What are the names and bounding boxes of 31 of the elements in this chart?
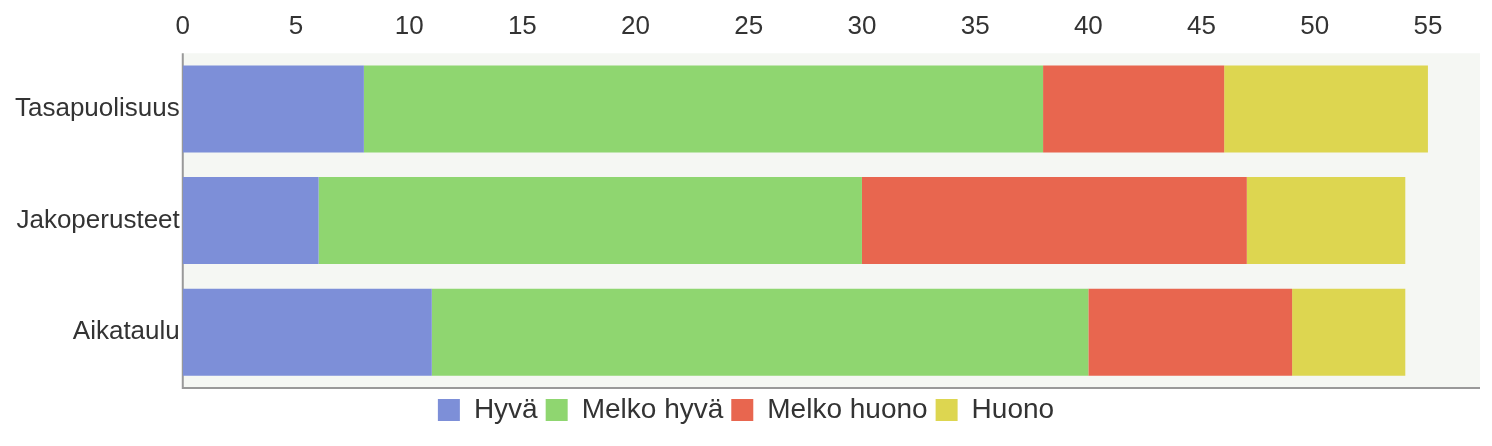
bar xyxy=(1224,65,1428,153)
x-tick-label: 55 xyxy=(1413,9,1443,40)
bar xyxy=(1043,65,1225,153)
bar xyxy=(363,65,1044,153)
x-tick-label: 40 xyxy=(1073,9,1103,40)
x-tick-label: 5 xyxy=(288,9,304,40)
x-tick-label: 50 xyxy=(1300,9,1330,40)
bar xyxy=(861,177,1247,265)
y-tick-label: Jakoperusteet xyxy=(16,203,181,234)
x-tick-label: 35 xyxy=(960,9,990,40)
x-tick-label: 20 xyxy=(621,9,651,40)
x-tick-label: 45 xyxy=(1187,9,1216,40)
legend-label: Melko huono xyxy=(767,392,928,424)
x-tick-label: 10 xyxy=(394,9,424,40)
y-tick-label: Tasapuolisuus xyxy=(14,92,180,123)
legend-label: Melko hyvä xyxy=(581,392,724,424)
bar xyxy=(1088,288,1293,376)
legend-label: Hyvä xyxy=(473,392,539,424)
bar xyxy=(182,288,432,376)
x-tick-label: 0 xyxy=(175,9,191,40)
bar xyxy=(431,288,1089,376)
legend-label: Huono xyxy=(971,392,1055,424)
x-tick-label: 25 xyxy=(734,9,764,40)
bar xyxy=(182,177,319,265)
x-tick-label: 30 xyxy=(847,9,877,40)
y-tick-label: Aikataulu xyxy=(72,315,180,346)
bar xyxy=(318,177,862,265)
x-tick-label: 15 xyxy=(507,9,537,40)
bar xyxy=(1292,288,1406,376)
bar xyxy=(1246,177,1406,265)
bar xyxy=(182,65,364,153)
